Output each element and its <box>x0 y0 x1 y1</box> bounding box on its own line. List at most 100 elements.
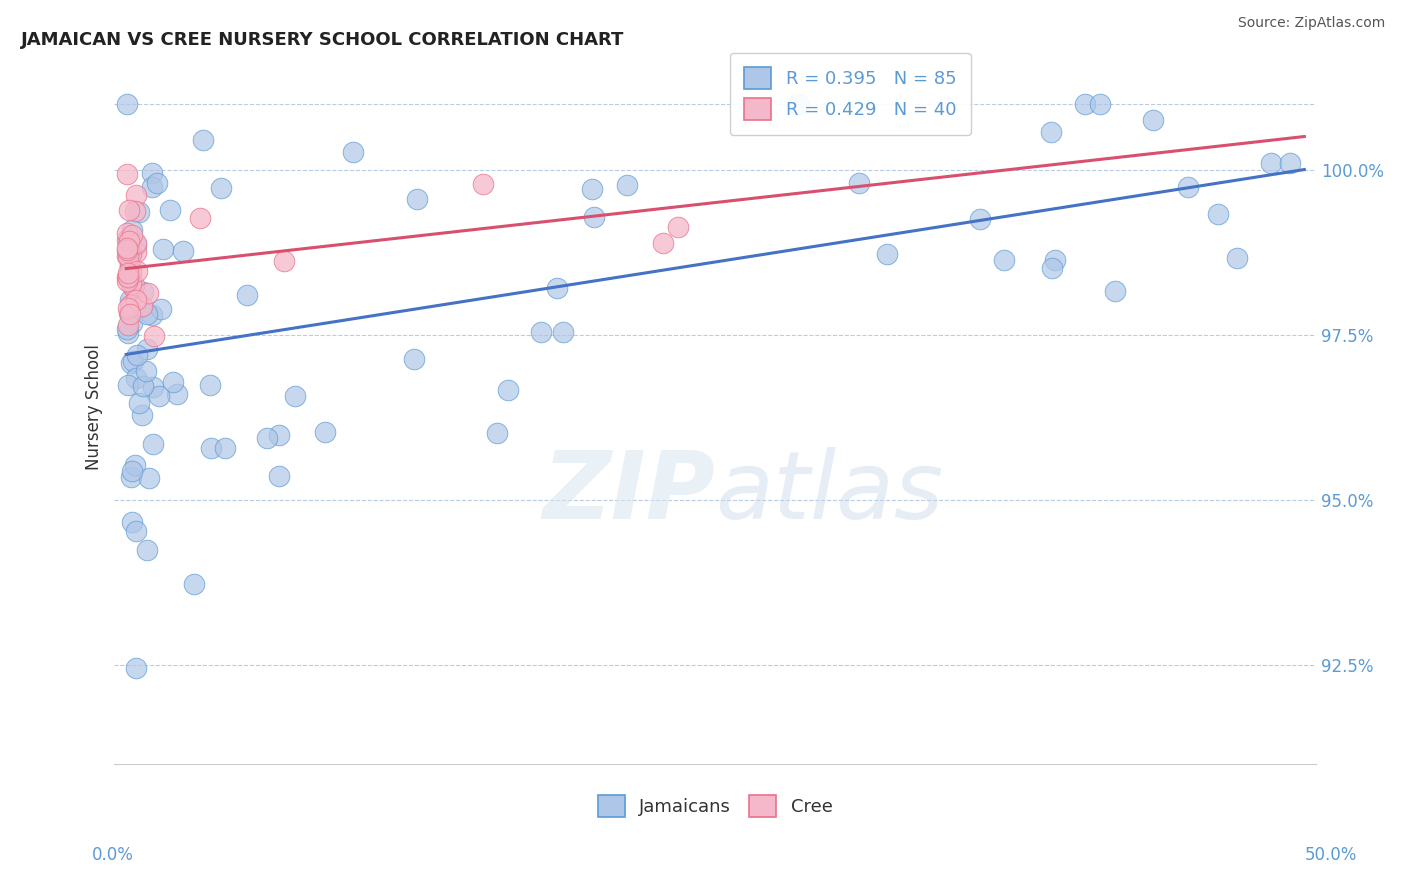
Point <box>200 441 222 455</box>
Point <box>666 219 689 234</box>
Point <box>120 298 142 312</box>
Point <box>121 465 143 479</box>
Point <box>616 178 638 192</box>
Point <box>115 167 138 181</box>
Point <box>651 235 673 250</box>
Point <box>211 181 233 195</box>
Point <box>1226 252 1249 266</box>
Point <box>172 244 194 258</box>
Point <box>142 329 165 343</box>
Point <box>269 428 291 442</box>
Point <box>131 299 153 313</box>
Text: atlas: atlas <box>716 447 943 539</box>
Point <box>314 425 336 439</box>
Point <box>128 205 150 219</box>
Point <box>124 278 146 293</box>
Point <box>117 269 139 284</box>
Point <box>993 253 1015 268</box>
Point <box>117 231 139 245</box>
Point <box>530 325 553 339</box>
Point <box>159 202 181 217</box>
Point <box>125 187 148 202</box>
Point <box>148 389 170 403</box>
Point <box>191 132 214 146</box>
Point <box>125 524 148 538</box>
Point <box>406 192 429 206</box>
Point <box>121 267 143 281</box>
Text: Source: ZipAtlas.com: Source: ZipAtlas.com <box>1237 16 1385 30</box>
Point <box>134 364 156 378</box>
Point <box>166 387 188 401</box>
Point <box>581 182 603 196</box>
Point <box>150 301 173 316</box>
Point <box>1074 96 1097 111</box>
Point <box>1142 112 1164 127</box>
Point <box>284 389 307 403</box>
Point <box>342 145 364 159</box>
Point <box>188 211 211 225</box>
Point <box>1040 125 1063 139</box>
Point <box>121 222 143 236</box>
Point <box>152 243 174 257</box>
Point <box>214 442 236 456</box>
Point <box>141 308 163 322</box>
Point <box>1104 285 1126 299</box>
Point <box>121 227 143 242</box>
Point <box>786 96 808 111</box>
Point <box>118 306 141 320</box>
Point <box>138 471 160 485</box>
Point <box>115 269 138 284</box>
Point <box>162 375 184 389</box>
Point <box>200 378 222 392</box>
Point <box>1177 180 1199 194</box>
Point <box>472 177 495 191</box>
Point <box>125 264 148 278</box>
Point <box>115 226 138 240</box>
Point <box>117 318 139 332</box>
Point <box>120 258 142 272</box>
Point <box>115 241 138 255</box>
Point <box>121 316 143 330</box>
Point <box>120 277 142 292</box>
Point <box>118 307 141 321</box>
Point <box>117 326 139 341</box>
Point <box>122 353 145 368</box>
Point <box>125 348 148 362</box>
Point <box>128 396 150 410</box>
Point <box>117 96 139 111</box>
Point <box>267 468 290 483</box>
Point <box>115 249 138 263</box>
Point <box>117 266 139 280</box>
Point <box>402 352 425 367</box>
Point <box>115 233 138 247</box>
Point <box>141 166 163 180</box>
Point <box>124 458 146 473</box>
Y-axis label: Nursery School: Nursery School <box>86 344 103 470</box>
Point <box>146 176 169 190</box>
Point <box>117 301 139 315</box>
Point <box>136 543 159 558</box>
Point <box>125 293 148 307</box>
Point <box>142 380 165 394</box>
Text: 50.0%: 50.0% <box>1305 846 1357 863</box>
Point <box>1045 253 1067 268</box>
Point <box>1278 155 1301 169</box>
Point <box>553 325 575 339</box>
Point <box>120 265 142 279</box>
Point <box>131 379 153 393</box>
Point <box>848 176 870 190</box>
Point <box>118 293 141 307</box>
Point <box>117 270 139 285</box>
Point <box>582 211 605 225</box>
Point <box>486 425 509 440</box>
Point <box>136 286 159 301</box>
Point <box>118 234 141 248</box>
Point <box>118 202 141 217</box>
Point <box>546 280 568 294</box>
Point <box>136 342 159 356</box>
Point <box>125 371 148 385</box>
Point <box>120 356 142 370</box>
Point <box>115 243 138 257</box>
Point <box>1040 260 1063 275</box>
Point <box>183 577 205 591</box>
